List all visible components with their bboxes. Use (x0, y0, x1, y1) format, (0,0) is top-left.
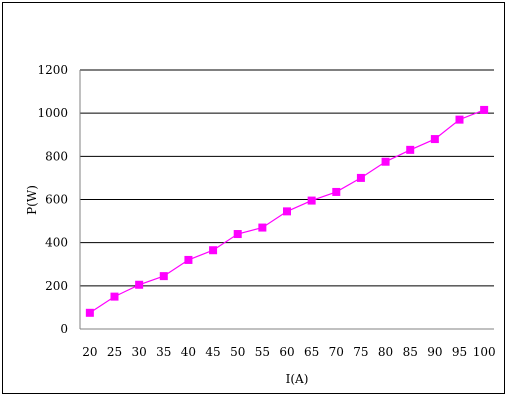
x-tick-label: 100 (473, 345, 496, 359)
y-tick-label: 600 (45, 193, 68, 207)
y-tick-label: 0 (60, 322, 68, 336)
data-point (307, 196, 316, 205)
x-tick-labels: 20 25 30 35 40 45 50 55 60 65 70 75 80 85 90 95 100 (82, 345, 495, 359)
x-tick-label: 20 (82, 345, 97, 359)
data-point (135, 280, 144, 289)
y-tick-label: 1000 (37, 106, 68, 120)
data-point (159, 272, 168, 281)
data-point (110, 292, 119, 301)
x-tick-label: 70 (329, 345, 344, 359)
data-point (283, 207, 291, 216)
data-point (184, 255, 193, 264)
y-tick-label: 200 (45, 279, 68, 293)
data-point (430, 135, 439, 144)
x-tick-label: 25 (107, 345, 122, 359)
data-point (233, 230, 242, 239)
x-tick-label: 65 (304, 345, 319, 359)
data-point (356, 173, 365, 182)
y-tick-label: 800 (45, 149, 68, 163)
gridlines (80, 69, 494, 287)
x-tick-label: 75 (353, 345, 368, 359)
x-tick-label: 90 (427, 345, 442, 359)
data-point (209, 246, 218, 255)
y-tick-label: 1200 (37, 63, 68, 77)
x-axis-title: I(A) (286, 372, 309, 386)
x-tick-label: 80 (378, 345, 393, 359)
data-point (381, 157, 390, 166)
x-tick-label: 30 (132, 345, 147, 359)
series-markers (85, 105, 489, 317)
data-point (332, 187, 341, 196)
x-tick-label: 40 (181, 345, 196, 359)
y-axis-title: P(W) (25, 185, 39, 215)
x-tick-label: 50 (230, 345, 245, 359)
x-tick-label: 95 (452, 345, 467, 359)
x-tick-label: 35 (156, 345, 171, 359)
x-tick-label: 85 (403, 345, 418, 359)
x-tick-label: 55 (255, 345, 270, 359)
y-tick-label: 400 (45, 236, 68, 250)
data-point (85, 308, 94, 317)
data-point (480, 105, 489, 114)
data-point (406, 145, 415, 154)
x-tick-label: 45 (205, 345, 220, 359)
y-tick-labels: 0 200 400 600 800 1000 1200 (37, 63, 68, 336)
x-tick-label: 60 (279, 345, 294, 359)
data-point (455, 115, 464, 124)
data-point (258, 223, 267, 232)
